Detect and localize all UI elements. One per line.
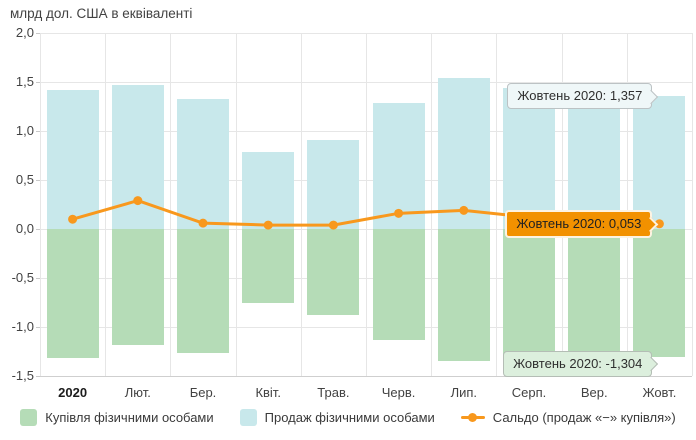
tooltip-buy-october: Жовтень 2020: -1,304 (503, 350, 659, 377)
vertical-gridline (692, 33, 693, 376)
x-axis-label-Квіт.: Квіт. (255, 385, 281, 400)
bar-buy-Вер.[interactable] (568, 229, 621, 362)
bar-sale-Серп.[interactable] (503, 87, 555, 229)
vertical-gridline (431, 33, 433, 376)
legend-item-saldo[interactable]: Сальдо (продаж «−» купівля») (460, 410, 676, 425)
x-axis-label-2020: 2020 (58, 385, 88, 400)
x-axis-label-Лют.: Лют. (124, 385, 151, 400)
chart-legend: Купівля фізичними особами Продаж фізични… (0, 409, 696, 426)
x-axis-label-Вер.: Вер. (580, 385, 608, 400)
bar-buy-Лют.[interactable] (111, 229, 164, 345)
y-axis-tick-label: 0,5 (15, 172, 34, 187)
vertical-gridline (366, 33, 367, 376)
vertical-gridline (40, 33, 41, 376)
buy-swatch-icon (20, 409, 38, 426)
vertical-gridline (496, 33, 498, 376)
bar-sale-Трав.[interactable] (307, 139, 360, 229)
y-axis-tick (36, 180, 40, 181)
vertical-gridline (235, 33, 237, 376)
bar-buy-Квіт.[interactable] (242, 229, 295, 303)
horizontal-gridline (40, 376, 692, 377)
bar-buy-Жовт.[interactable] (633, 229, 686, 357)
bar-sale-Лют.[interactable] (111, 84, 164, 229)
vertical-gridline (170, 33, 172, 376)
x-axis-label-Черв.: Черв. (381, 385, 416, 400)
legend-label-sale: Продаж фізичними особами (264, 410, 435, 425)
y-axis-tick-label: 1,0 (15, 123, 34, 138)
y-axis-tick (36, 376, 40, 377)
x-axis-label-Лип.: Лип. (450, 385, 478, 400)
saldo-line-dot-icon (460, 413, 485, 422)
legend-label-buy: Купівля фізичними особами (45, 410, 214, 425)
y-axis-tick (36, 327, 40, 328)
bar-buy-2020[interactable] (46, 229, 99, 359)
y-axis-tick-label: -1,0 (11, 319, 34, 334)
bar-sale-Черв.[interactable] (372, 102, 425, 229)
x-axis-label-Бер.: Бер. (189, 385, 217, 400)
tooltip-buy-text: Жовтень 2020: -1,304 (513, 355, 643, 371)
legend-label-saldo: Сальдо (продаж «−» купівля») (492, 410, 676, 425)
bar-buy-Серп.[interactable] (503, 229, 555, 359)
x-axis-label-Жовт.: Жовт. (642, 385, 677, 400)
tooltip-sale-text: Жовтень 2020: 1,357 (517, 88, 643, 103)
y-axis-tick (36, 278, 40, 279)
y-axis-tick-label: 0,0 (15, 221, 34, 236)
y-axis-tick-label: 2,0 (15, 25, 34, 40)
bar-sale-Лип.[interactable] (437, 78, 490, 229)
y-axis-tick (36, 229, 40, 230)
bar-buy-Черв.[interactable] (372, 229, 425, 340)
bar-buy-Трав.[interactable] (307, 229, 360, 316)
y-axis-tick (36, 82, 40, 83)
bar-sale-Бер.[interactable] (177, 98, 229, 229)
bar-buy-Лип.[interactable] (437, 229, 490, 362)
legend-item-buy[interactable]: Купівля фізичними особами (20, 409, 214, 426)
vertical-gridline (300, 33, 302, 376)
vertical-gridline (105, 33, 107, 376)
x-axis-label-Трав.: Трав. (317, 385, 350, 400)
tooltip-saldo-text: Жовтень 2020: 0,053 (516, 215, 642, 231)
x-axis-label-Серп.: Серп. (511, 385, 547, 400)
legend-item-sale[interactable]: Продаж фізичними особами (239, 409, 435, 426)
y-axis-tick-label: -0,5 (11, 270, 34, 285)
bar-sale-2020[interactable] (46, 89, 99, 229)
chart-title: млрд дол. США в еквіваленті (10, 6, 193, 21)
y-axis-tick-label: -1,5 (11, 368, 34, 383)
sale-swatch-icon (239, 409, 257, 426)
tooltip-saldo-october: Жовтень 2020: 0,053 (505, 209, 659, 238)
y-axis-tick-label: 1,5 (15, 74, 34, 89)
bar-sale-Квіт.[interactable] (242, 151, 295, 229)
bar-buy-Бер.[interactable] (177, 229, 229, 354)
tooltip-sale-october: Жовтень 2020: 1,357 (507, 83, 659, 109)
y-axis-tick (36, 33, 40, 34)
y-axis-tick (36, 131, 40, 132)
